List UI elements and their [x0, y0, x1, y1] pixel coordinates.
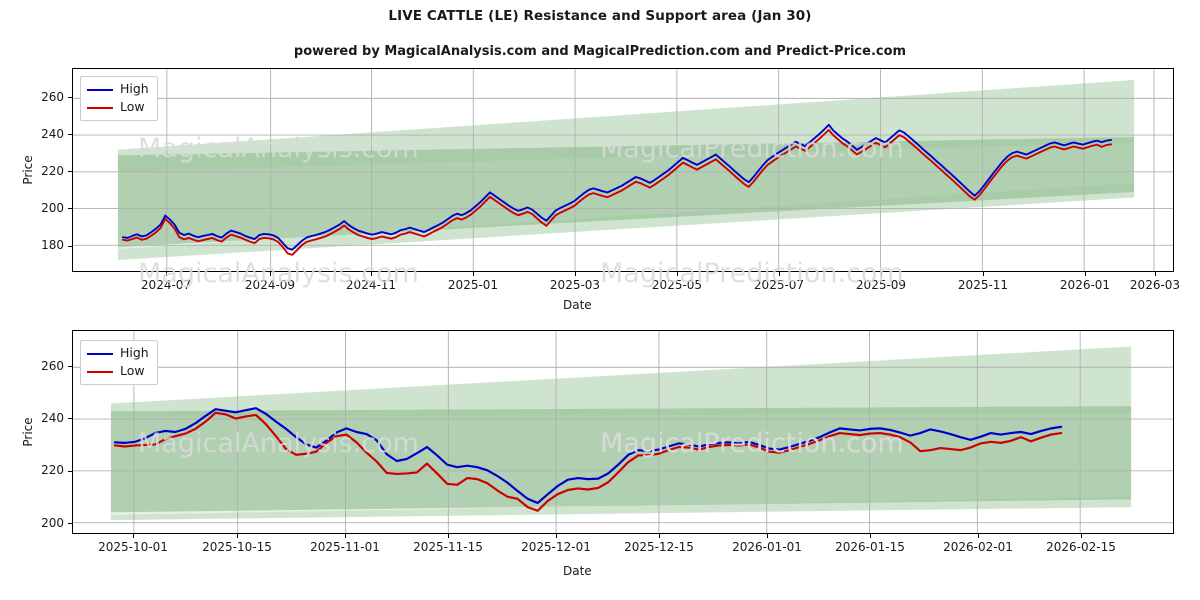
bot-chart-x-tickmark: [344, 534, 346, 538]
bot-chart-x-tick-label: 2025-10-01: [98, 540, 168, 554]
bot-chart-x-tickmark: [766, 534, 768, 538]
top-chart-y-tick-label: 180: [41, 238, 64, 253]
top-chart-x-tickmark: [472, 272, 474, 276]
bottom-chart-x-axis-label: Date: [563, 564, 592, 578]
bot-chart-x-tick-label: 2025-11-15: [413, 540, 483, 554]
bot-chart-x-tickmark: [132, 534, 134, 538]
top-chart-x-tick-label: 2025-09: [855, 278, 907, 292]
top-chart-x-tickmark: [269, 272, 271, 276]
top-chart-x-tick-label: 2026-03: [1129, 278, 1181, 292]
legend-label: High: [120, 81, 149, 97]
bot-chart-x-tickmark: [977, 534, 979, 538]
bot-chart-x-tickmark: [869, 534, 871, 538]
top-chart-x-tickmark: [778, 272, 780, 276]
bot-chart-y-tickmark: [68, 523, 72, 525]
top-chart-x-tickmark: [982, 272, 984, 276]
top-chart-x-tickmark: [1154, 272, 1156, 276]
bot-chart-y-tickmark: [68, 418, 72, 420]
bot-chart-y-tick-label: 200: [41, 515, 64, 530]
bot-chart-y-tick-label: 260: [41, 358, 64, 373]
top-chart-canvas: [73, 69, 1173, 271]
bot-chart-x-tickmark: [555, 534, 557, 538]
bottom-chart-legend-item-low[interactable]: Low: [87, 363, 149, 380]
legend-line-swatch-low-icon: [87, 106, 113, 109]
bottom-chart-legend[interactable]: High Low: [80, 340, 158, 385]
top-chart-x-tick-label: 2025-11: [957, 278, 1009, 292]
bot-chart-x-tick-label: 2025-10-15: [202, 540, 272, 554]
top-chart-x-tick-label: 2024-09: [244, 278, 296, 292]
top-chart-x-axis-label: Date: [563, 298, 592, 312]
bot-chart-x-tickmark: [447, 534, 449, 538]
top-chart-y-tick-label: 240: [41, 126, 64, 141]
top-chart-x-tickmark: [574, 272, 576, 276]
bot-chart-y-tickmark: [68, 366, 72, 368]
top-chart-y-tick-label: 260: [41, 89, 64, 104]
legend-label: Low: [120, 363, 145, 379]
top-chart-x-tickmark: [1084, 272, 1086, 276]
bot-chart-x-tickmark: [658, 534, 660, 538]
top-chart-x-tick-label: 2024-11: [345, 278, 397, 292]
top-chart-x-tickmark: [165, 272, 167, 276]
bot-chart-x-tick-label: 2026-02-15: [1046, 540, 1116, 554]
top-chart-plot-area: [72, 68, 1174, 272]
top-chart-y-tick-label: 220: [41, 163, 64, 178]
bottom-chart-canvas: [73, 331, 1173, 533]
legend-label: Low: [120, 99, 145, 115]
top-chart-x-tick-label: 2025-05: [651, 278, 703, 292]
top-chart-y-tickmark: [68, 97, 72, 99]
bot-chart-x-tick-label: 2026-01-15: [835, 540, 905, 554]
top-chart-x-tick-label: 2025-03: [549, 278, 601, 292]
legend-line-swatch-high-icon: [87, 352, 113, 355]
top-chart-x-tickmark: [880, 272, 882, 276]
bottom-chart-plot-area: [72, 330, 1174, 534]
bot-chart-x-tick-label: 2026-01-01: [732, 540, 802, 554]
top-chart-x-tick-label: 2025-07: [753, 278, 805, 292]
page-subtitle: powered by MagicalAnalysis.com and Magic…: [293, 44, 907, 59]
legend-label: High: [120, 345, 149, 361]
top-chart-y-tick-label: 200: [41, 200, 64, 215]
top-chart-legend-item-low[interactable]: Low: [87, 99, 149, 116]
bottom-chart-legend-item-high[interactable]: High: [87, 345, 149, 362]
bot-chart-y-tick-label: 220: [41, 463, 64, 478]
page-title: LIVE CATTLE (LE) Resistance and Support …: [388, 8, 812, 24]
top-chart-legend-item-high[interactable]: High: [87, 81, 149, 98]
top-chart-y-tickmark: [68, 245, 72, 247]
bot-chart-x-tickmark: [1080, 534, 1082, 538]
top-chart-y-tickmark: [68, 171, 72, 173]
bot-chart-y-tick-label: 240: [41, 410, 64, 425]
top-chart-x-tick-label: 2025-01: [447, 278, 499, 292]
top-chart-x-tick-label: 2026-01: [1059, 278, 1111, 292]
bot-chart-x-tick-label: 2026-02-01: [943, 540, 1013, 554]
legend-line-swatch-high-icon: [87, 88, 113, 91]
bot-chart-x-tick-label: 2025-12-15: [624, 540, 694, 554]
top-chart-y-tickmark: [68, 134, 72, 136]
top-chart-y-tickmark: [68, 208, 72, 210]
bot-chart-x-tickmark: [236, 534, 238, 538]
top-chart-x-tick-label: 2024-07: [140, 278, 192, 292]
bot-chart-x-tick-label: 2025-11-01: [310, 540, 380, 554]
bot-chart-y-tickmark: [68, 470, 72, 472]
bot-chart-x-tick-label: 2025-12-01: [521, 540, 591, 554]
legend-line-swatch-low-icon: [87, 370, 113, 373]
top-chart-x-tickmark: [676, 272, 678, 276]
top-chart-legend[interactable]: High Low: [80, 76, 158, 121]
top-chart-x-tickmark: [370, 272, 372, 276]
